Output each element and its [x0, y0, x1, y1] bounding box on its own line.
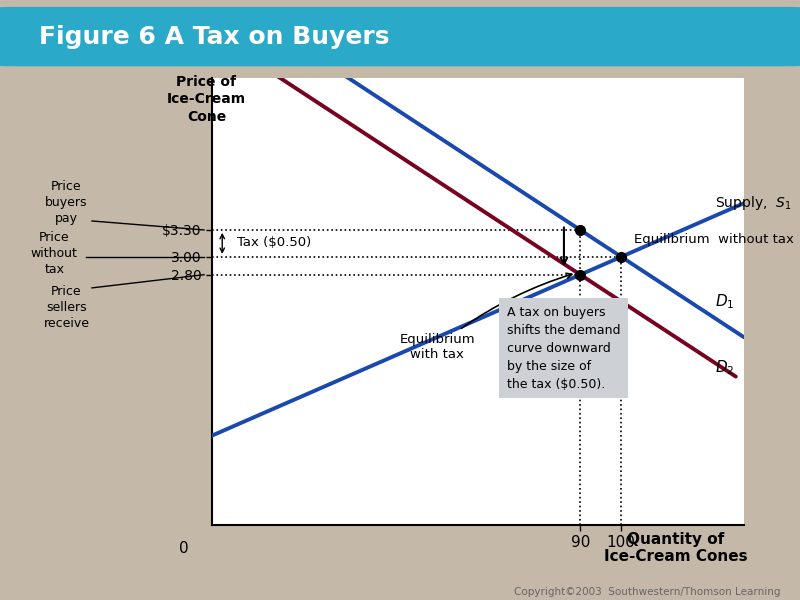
Text: A tax on buyers
shifts the demand
curve downward
by the size of
the tax ($0.50).: A tax on buyers shifts the demand curve … — [506, 306, 620, 391]
Text: Price
without
tax: Price without tax — [31, 231, 78, 276]
Text: Price of
Ice-Cream
Cone: Price of Ice-Cream Cone — [167, 75, 246, 124]
Text: Copyright©2003  Southwestern/Thomson Learning: Copyright©2003 Southwestern/Thomson Lear… — [514, 587, 780, 597]
Text: Supply,  $S_1$: Supply, $S_1$ — [715, 194, 792, 212]
FancyBboxPatch shape — [0, 8, 800, 65]
Text: Quantity of: Quantity of — [627, 532, 725, 547]
Text: Equilibrium  without tax: Equilibrium without tax — [634, 233, 794, 247]
Text: 0: 0 — [178, 541, 188, 556]
Text: Price
sellers
receive: Price sellers receive — [43, 285, 90, 330]
Text: Figure 6 A Tax on Buyers: Figure 6 A Tax on Buyers — [39, 25, 390, 49]
Text: Ice-Cream Cones: Ice-Cream Cones — [604, 549, 748, 564]
Text: $D_1$: $D_1$ — [715, 293, 735, 311]
Text: Price
buyers
pay: Price buyers pay — [45, 181, 88, 226]
Text: Tax ($0.50): Tax ($0.50) — [237, 236, 311, 249]
Text: $D_2$: $D_2$ — [715, 358, 734, 377]
Text: Equilibrium
with tax: Equilibrium with tax — [399, 273, 572, 361]
